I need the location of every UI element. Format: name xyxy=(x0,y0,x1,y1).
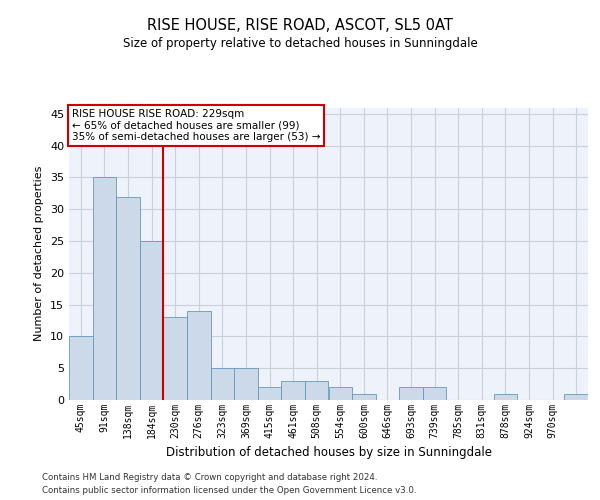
Bar xyxy=(305,381,329,400)
X-axis label: Distribution of detached houses by size in Sunningdale: Distribution of detached houses by size … xyxy=(166,446,491,460)
Bar xyxy=(140,241,163,400)
Bar xyxy=(116,196,140,400)
Bar xyxy=(565,394,588,400)
Bar xyxy=(399,388,423,400)
Bar xyxy=(494,394,517,400)
Text: Size of property relative to detached houses in Sunningdale: Size of property relative to detached ho… xyxy=(122,38,478,51)
Bar xyxy=(234,368,258,400)
Bar xyxy=(92,178,116,400)
Bar xyxy=(281,381,305,400)
Bar xyxy=(163,318,187,400)
Bar xyxy=(211,368,234,400)
Text: RISE HOUSE, RISE ROAD, ASCOT, SL5 0AT: RISE HOUSE, RISE ROAD, ASCOT, SL5 0AT xyxy=(147,18,453,32)
Text: Contains HM Land Registry data © Crown copyright and database right 2024.: Contains HM Land Registry data © Crown c… xyxy=(42,472,377,482)
Text: Contains public sector information licensed under the Open Government Licence v3: Contains public sector information licen… xyxy=(42,486,416,495)
Bar xyxy=(352,394,376,400)
Bar xyxy=(69,336,92,400)
Bar xyxy=(423,388,446,400)
Bar xyxy=(258,388,281,400)
Text: RISE HOUSE RISE ROAD: 229sqm
← 65% of detached houses are smaller (99)
35% of se: RISE HOUSE RISE ROAD: 229sqm ← 65% of de… xyxy=(71,109,320,142)
Y-axis label: Number of detached properties: Number of detached properties xyxy=(34,166,44,342)
Bar xyxy=(187,311,211,400)
Bar xyxy=(329,388,352,400)
